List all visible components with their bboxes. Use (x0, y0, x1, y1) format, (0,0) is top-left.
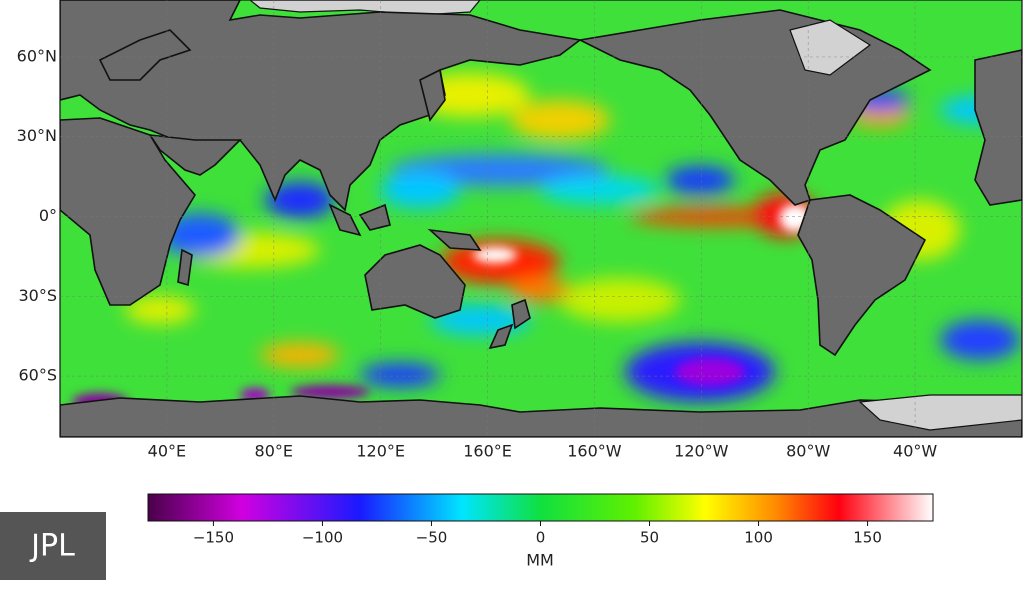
lon-label: 40°W (893, 442, 937, 461)
lon-label: 40°E (148, 442, 186, 461)
arabia (148, 134, 242, 176)
lat-label: 30°N (17, 126, 57, 145)
colorbar-tick-label: 100 (744, 529, 773, 547)
lat-label: 60°N (17, 46, 57, 65)
colorbar-label: MM (526, 551, 554, 570)
colorbar-tick-label: −50 (416, 529, 448, 547)
japan (419, 68, 446, 122)
colorbar-tick-label: 150 (853, 529, 882, 547)
logo: JPL (29, 529, 75, 564)
lon-label: 160°W (567, 442, 622, 461)
lon-label: 120°W (674, 442, 729, 461)
new-guinea (427, 228, 482, 251)
lat-label: 0° (39, 206, 57, 225)
antarctic-ice (858, 394, 1022, 431)
colorbar-tick-label: −100 (302, 529, 343, 547)
land (60, 0, 1022, 437)
lon-label: 80°E (255, 442, 293, 461)
greenland (789, 19, 872, 76)
lat-label: 30°S (18, 286, 57, 305)
australia (364, 244, 466, 319)
new-zealand-south (488, 323, 514, 350)
colorbar-tick-label: −150 (193, 529, 234, 547)
madagascar (177, 248, 193, 287)
map-frame (59, 0, 1023, 438)
africa (60, 117, 196, 306)
lon-label: 80°W (786, 442, 830, 461)
lat-label: 60°S (18, 366, 57, 385)
colorbar-tick-label: 0 (536, 529, 546, 547)
new-zealand-north (511, 298, 531, 330)
sumatra (328, 203, 362, 237)
borneo (358, 203, 391, 231)
lon-label: 160°E (463, 442, 512, 461)
logo-box (0, 512, 106, 580)
scandinavia (98, 29, 192, 81)
colorbar (147, 493, 934, 522)
lon-label: 120°E (356, 442, 405, 461)
anomaly-field (125, 73, 1020, 402)
europe-africa-wrap (974, 49, 1022, 206)
map (60, 0, 1022, 437)
south-america (797, 194, 927, 357)
antarctica (60, 395, 1022, 437)
colorbar-tick-label: 50 (640, 529, 659, 547)
